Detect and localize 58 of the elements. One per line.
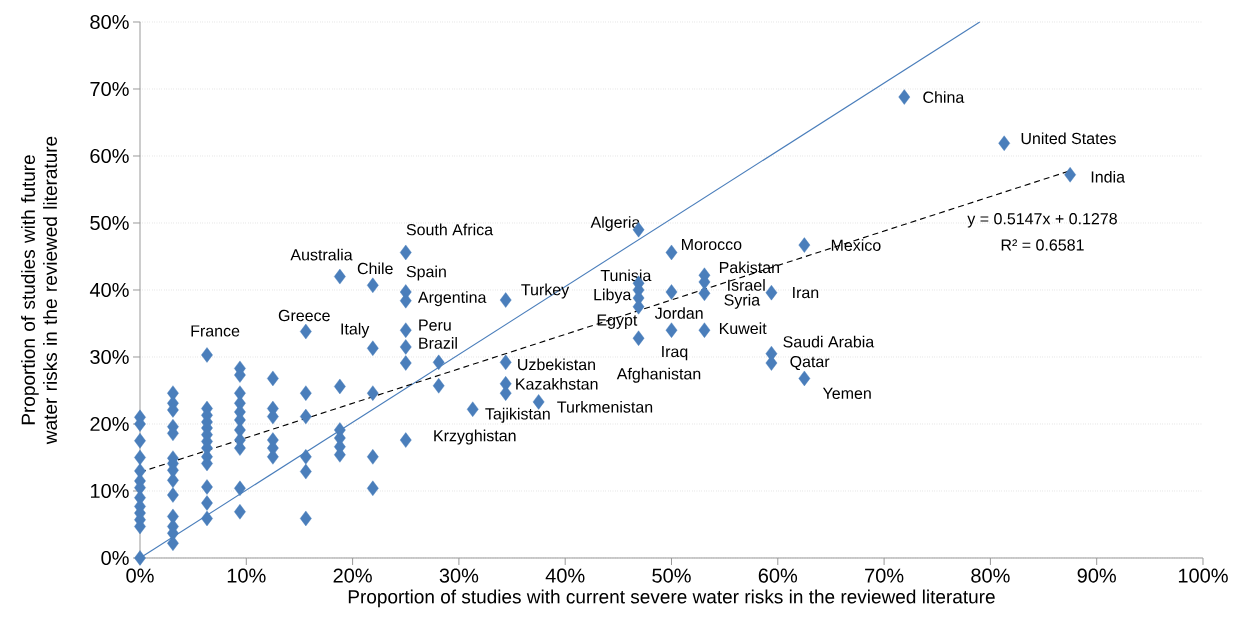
x-tick-label: 10%	[227, 568, 266, 583]
annotation: Brazil	[419, 337, 457, 349]
annotation: United States	[1021, 132, 1116, 145]
x-tick-label: 40%	[545, 568, 585, 583]
annotation: Qatar	[790, 355, 830, 371]
x-tick-label: 100%	[1178, 568, 1228, 583]
annotation: Morocco	[682, 238, 742, 251]
x-tick-label: 90%	[1077, 568, 1116, 583]
annotation: R² = 0.6581	[1001, 239, 1084, 251]
y-tick-label: 50%	[90, 215, 129, 231]
y-tick-label: 60%	[90, 148, 129, 164]
annotation: Uzbekistan	[518, 358, 595, 371]
annotation: Egypt	[597, 314, 638, 329]
annotation: y = 0.5147x + 0.1278	[967, 213, 1117, 228]
annotation: Iraq	[662, 346, 688, 361]
annotation: Tajikistan	[485, 407, 550, 423]
x-axis-title: Proportion of studies with current severe water risks in the reviewed literature	[348, 589, 995, 608]
annotation: Greece	[278, 309, 330, 322]
y-tick-label: 80%	[90, 14, 129, 30]
y-tick-label: 70%	[90, 81, 129, 97]
x-tick-label: 20%	[333, 568, 372, 583]
annotation: Libya	[594, 288, 632, 304]
x-tick-label: 30%	[439, 568, 479, 583]
y-tick-label: 40%	[89, 282, 129, 298]
annotation: China	[923, 91, 965, 103]
annotation: Syria	[724, 293, 761, 309]
y-tick-label: 10%	[90, 483, 129, 499]
annotation: Israel	[728, 279, 765, 291]
annotation: Yemen	[822, 387, 871, 400]
y-tick-label: 20%	[90, 416, 129, 432]
y-axis-title: Proportion of studies with future water risks in the reviewed literature	[21, 136, 57, 445]
annotation: Spain	[406, 265, 446, 281]
annotation: Kazakhstan	[516, 377, 598, 390]
annotation: India	[1091, 170, 1125, 183]
annotation: Turkmenistan	[557, 401, 653, 413]
annotation: Peru	[419, 319, 451, 331]
annotation: Krzyghistan	[434, 429, 516, 445]
annotation: South Africa	[406, 223, 494, 236]
annotation: Mexico	[831, 239, 881, 251]
y-tick-label: 30%	[90, 349, 129, 365]
annotation: Jordan	[654, 307, 703, 319]
annotation: Kuweit	[719, 322, 767, 335]
annotation: Tunisia	[600, 269, 652, 282]
annotation: Afghanistan	[616, 367, 701, 383]
x-tick-label: 70%	[865, 568, 904, 583]
y-tick-label: 0%	[101, 550, 129, 566]
x-tick-label: 0%	[126, 568, 154, 583]
x-tick-label: 80%	[971, 568, 1010, 583]
annotation: Iran	[793, 287, 819, 299]
annotation: Italy	[341, 322, 370, 338]
x-tick-label: 50%	[652, 568, 691, 583]
x-tick-label: 60%	[758, 568, 798, 583]
annotation: Pakistan	[719, 261, 779, 274]
annotation: Argentina	[417, 291, 487, 307]
annotation: Chile	[357, 262, 393, 275]
annotation: Saudi Arabia	[783, 335, 875, 348]
annotation: France	[191, 325, 240, 337]
annotation: Australia	[290, 248, 353, 261]
